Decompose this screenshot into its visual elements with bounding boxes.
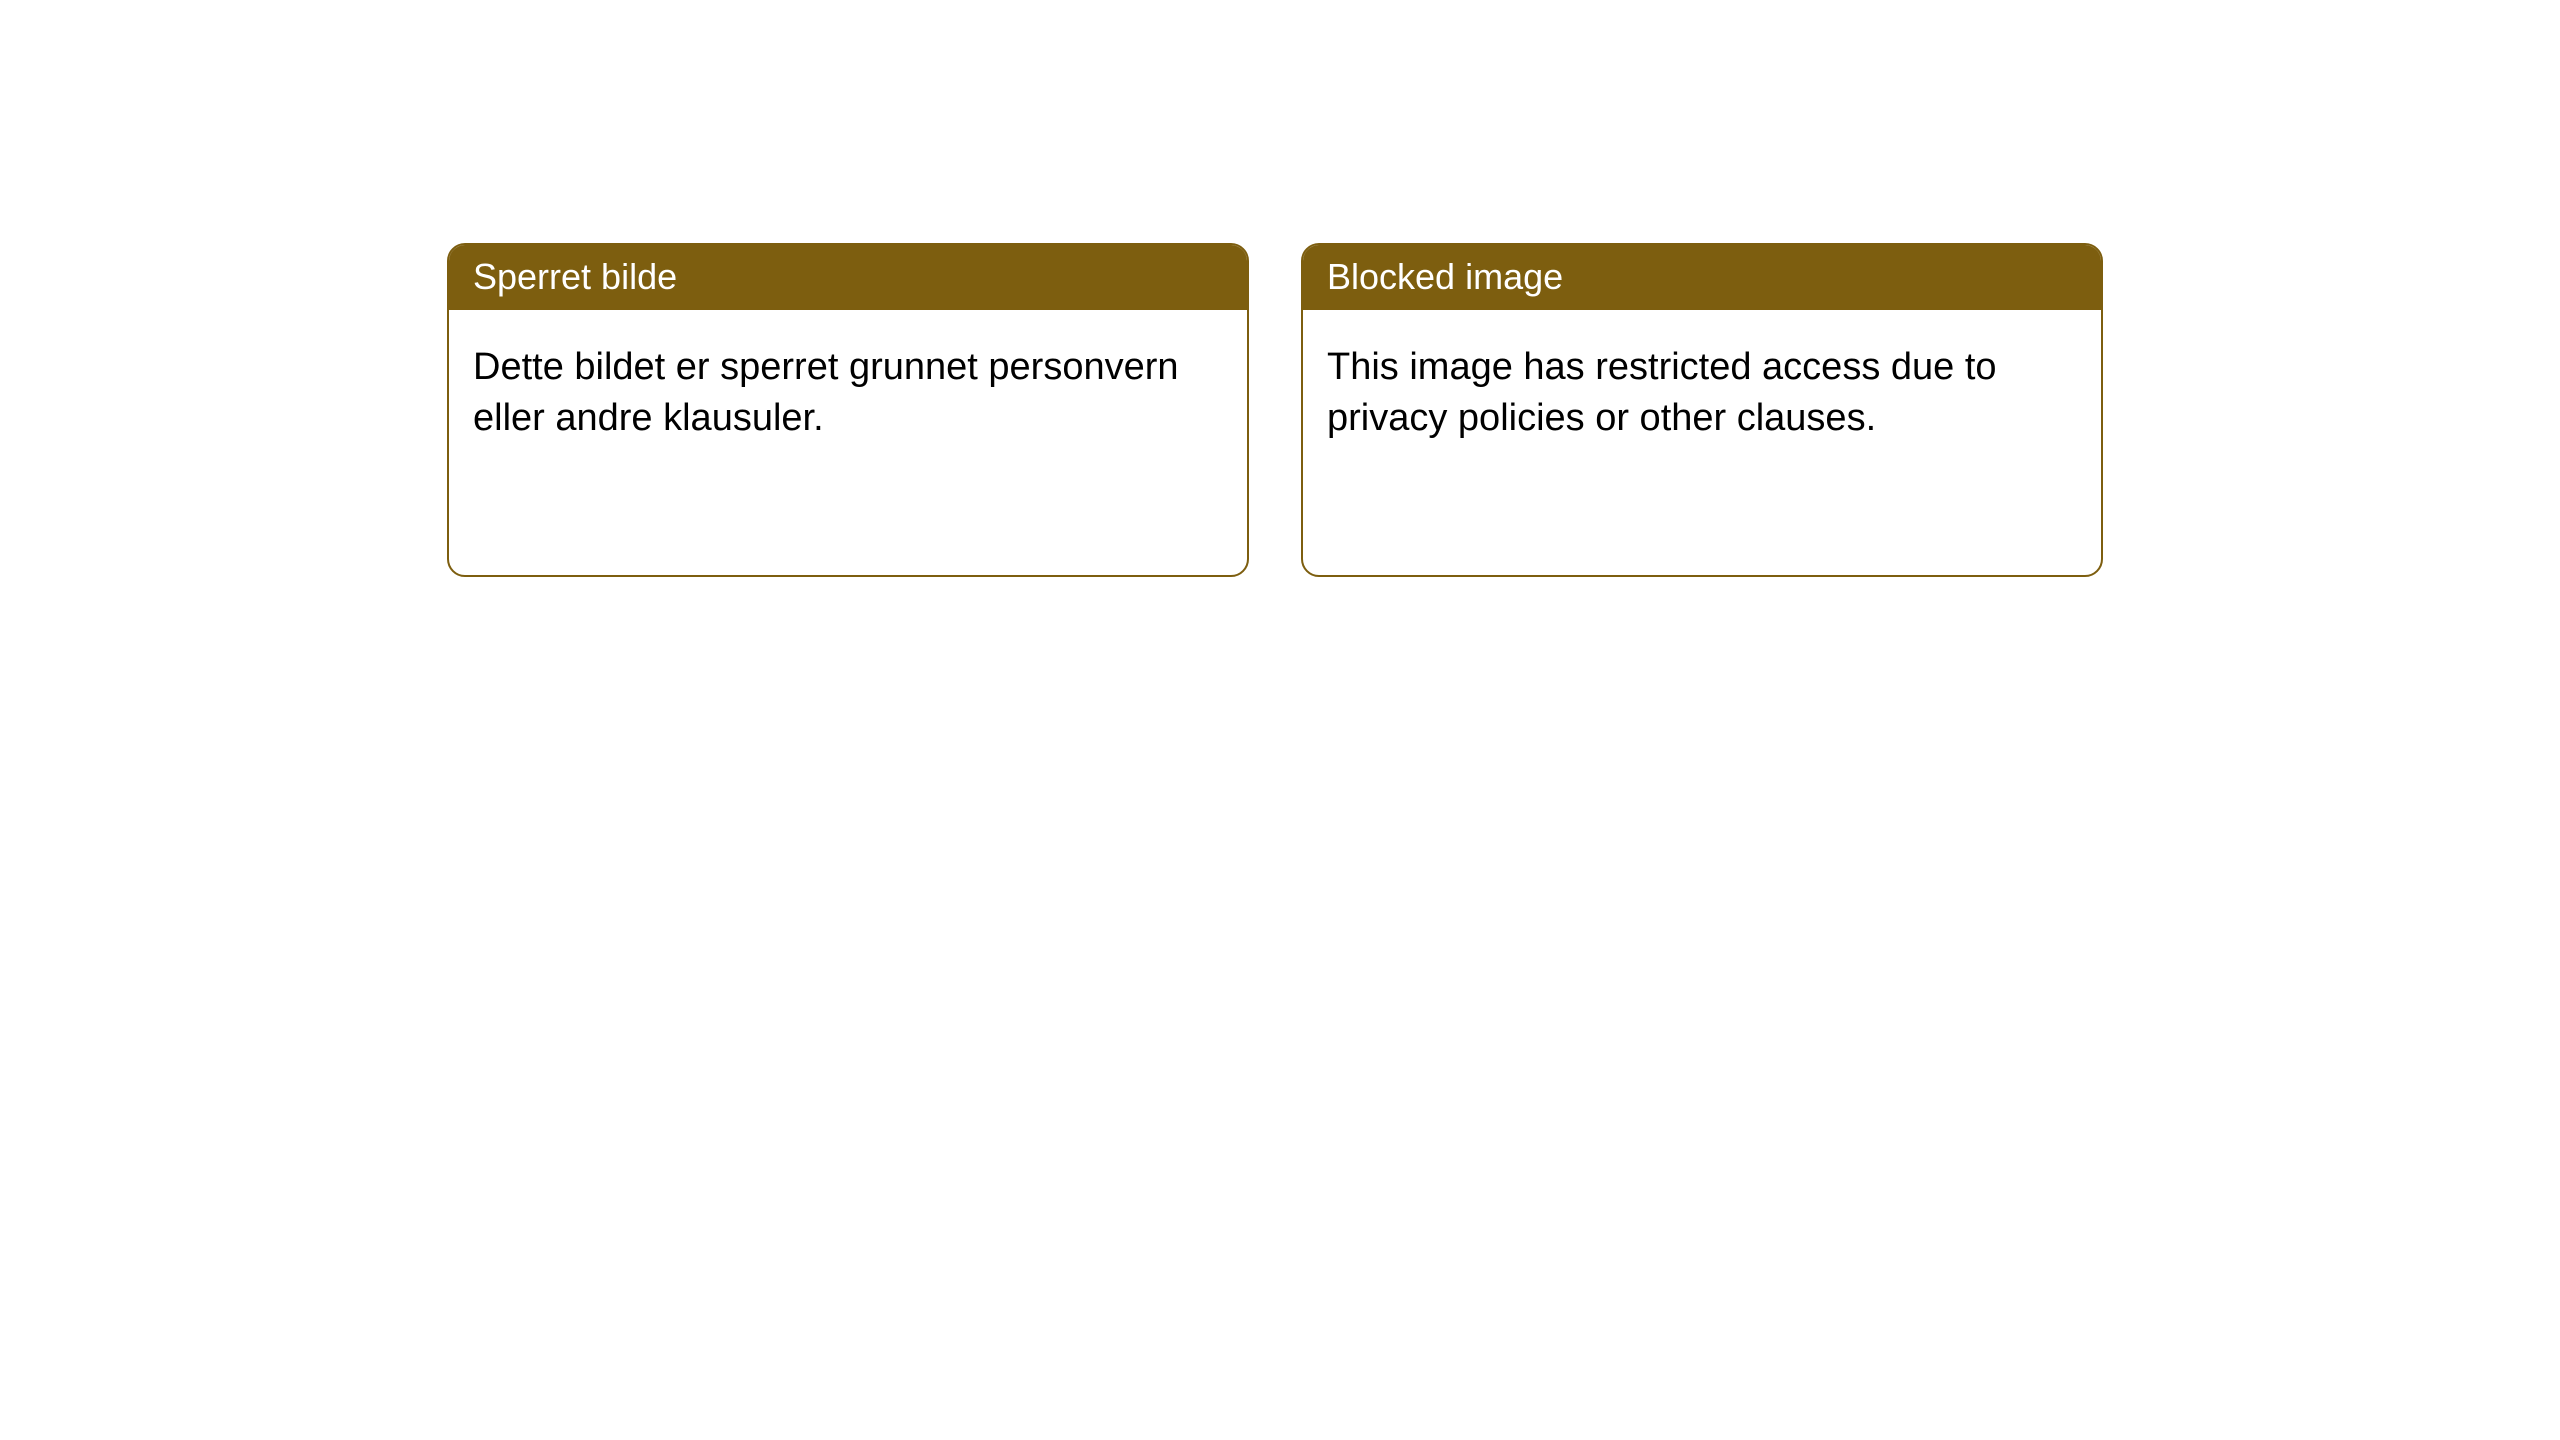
card-header: Blocked image [1303, 245, 2101, 310]
notice-cards-container: Sperret bilde Dette bildet er sperret gr… [447, 243, 2103, 577]
card-body-text: Dette bildet er sperret grunnet personve… [449, 310, 1247, 477]
notice-card-english: Blocked image This image has restricted … [1301, 243, 2103, 577]
card-body-text: This image has restricted access due to … [1303, 310, 2101, 477]
card-header: Sperret bilde [449, 245, 1247, 310]
notice-card-norwegian: Sperret bilde Dette bildet er sperret gr… [447, 243, 1249, 577]
